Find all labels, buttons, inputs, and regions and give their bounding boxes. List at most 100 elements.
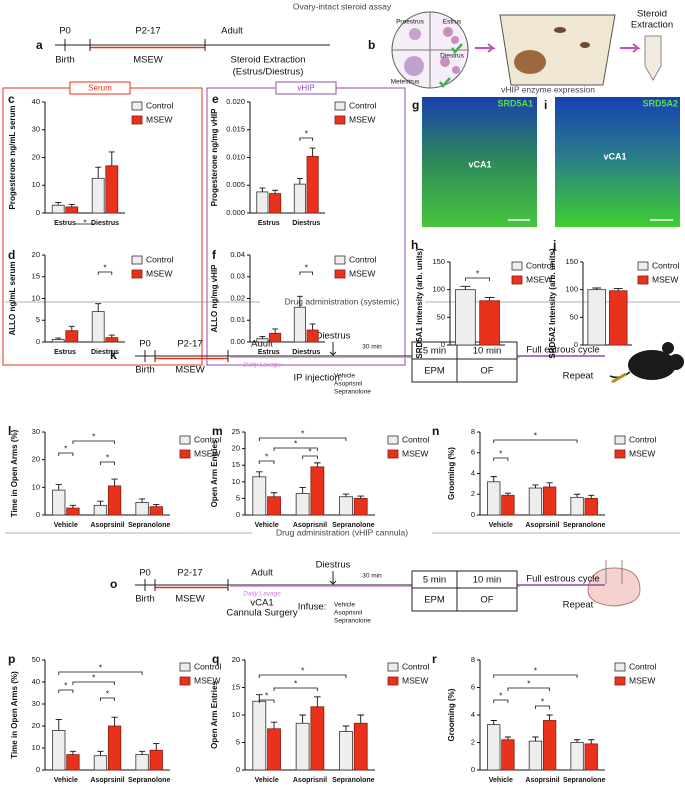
bar — [542, 486, 557, 516]
error-bar — [573, 493, 581, 498]
treatment-label: Vehicle — [334, 373, 355, 380]
y-tick-label: 10 — [232, 477, 240, 486]
error-bar — [111, 478, 118, 486]
error-bar — [55, 202, 62, 206]
cells — [404, 56, 424, 76]
timeline-label: Diestrus — [316, 560, 351, 571]
panel-letter: g — [412, 98, 419, 112]
legend-label: MSEW — [652, 274, 678, 284]
panel-letter: b — [368, 38, 375, 52]
error-bar — [588, 739, 595, 744]
y-axis-label: ALLO ng/mL serum — [8, 261, 17, 335]
panel-letter: h — [411, 238, 418, 252]
error-bar — [138, 498, 146, 503]
y-tick-label: 10 — [32, 180, 40, 189]
legend-label: Control — [402, 434, 430, 444]
syringe — [611, 372, 627, 384]
test-name: EPM — [424, 595, 445, 606]
panel-letter: f — [212, 248, 217, 262]
timeline-label: P2-17 — [135, 26, 160, 37]
x-tick-label: Asoprisnil — [293, 777, 327, 784]
error-bar — [69, 750, 77, 755]
significance-star: * — [476, 268, 480, 278]
legend-swatch — [637, 275, 649, 285]
y-tick-label: 0 — [236, 510, 240, 519]
significance-bracket — [97, 271, 113, 275]
error-bar — [309, 323, 316, 331]
check — [451, 43, 463, 54]
mouse — [580, 42, 590, 48]
treatment-label: Sepranolone — [334, 618, 371, 625]
legend-swatch — [387, 449, 399, 459]
y-axis-label: ALLO ng/mg vHIP — [210, 264, 219, 333]
significance-star: * — [92, 672, 96, 682]
test-time: 5 min — [423, 575, 446, 586]
bar — [542, 720, 557, 771]
repeat-label: Repeat — [563, 600, 594, 611]
error-bar — [504, 492, 512, 496]
x-tick-label: Asoprisnil — [293, 522, 327, 529]
bar — [295, 493, 310, 516]
bar — [528, 740, 543, 771]
timeline-label: P0 — [139, 339, 151, 350]
error-bar — [314, 696, 321, 707]
panel-letter: k — [110, 348, 117, 362]
y-tick-label: 0 — [471, 510, 475, 519]
y-tick-label: 0.015 — [226, 125, 245, 134]
micrograph — [555, 97, 680, 227]
significance-bracket — [58, 671, 143, 675]
significance-star: * — [106, 452, 110, 462]
mouse-ear — [662, 342, 674, 354]
y-tick-label: 5 — [236, 493, 240, 502]
y-tick-label: 40 — [32, 677, 40, 686]
brain-icon — [587, 560, 641, 607]
significance-bracket — [493, 439, 578, 443]
x-tick-label: Vehicle — [255, 777, 279, 784]
error-bar — [342, 725, 350, 732]
error-bar — [153, 743, 160, 751]
legend-swatch — [387, 676, 399, 686]
bar — [570, 742, 584, 771]
significance-star: * — [541, 696, 545, 706]
legend-swatch — [179, 662, 191, 672]
y-tick-label: 2 — [471, 737, 475, 746]
bar — [487, 481, 501, 516]
test-name: OF — [480, 366, 493, 377]
y-tick-label: 0 — [441, 340, 445, 349]
legend-label: Control — [146, 254, 174, 264]
panel-letter: m — [212, 424, 223, 438]
legend-swatch — [614, 435, 626, 445]
y-axis-label: Grooming (%) — [447, 447, 456, 500]
diestrus-arrow — [329, 571, 337, 585]
error-bar — [256, 471, 263, 477]
legend-swatch — [334, 269, 346, 279]
y-axis-label: Time in Open Arms (%) — [10, 429, 19, 517]
significance-bracket — [299, 137, 314, 141]
y-tick-label: 15 — [232, 682, 240, 691]
timeline-label: Diestrus — [316, 331, 351, 342]
bar — [105, 165, 119, 214]
cells — [440, 57, 450, 67]
test-name: EPM — [424, 366, 445, 377]
bar — [479, 300, 500, 346]
bar — [570, 496, 584, 516]
stage-label: Metestrus — [391, 79, 420, 86]
significance-bracket — [507, 687, 550, 691]
significance-bracket — [493, 457, 509, 461]
significance-bracket — [58, 689, 74, 693]
bar — [584, 497, 598, 516]
x-tick-label: Diestrus — [292, 349, 320, 356]
cells — [452, 66, 460, 74]
significance-bracket — [273, 687, 318, 691]
y-tick-label: 10 — [232, 710, 240, 719]
x-tick-label: Asoprsinil — [525, 522, 559, 529]
bar — [66, 754, 80, 771]
timeline-label: Birth — [135, 594, 155, 605]
panel-letter: r — [432, 652, 437, 666]
caption: Extraction — [631, 20, 673, 31]
legend-swatch — [334, 115, 346, 125]
panel-letter: p — [8, 652, 15, 666]
test-box — [456, 570, 518, 612]
y-tick-label: 0.010 — [226, 152, 245, 161]
bar — [501, 494, 515, 516]
